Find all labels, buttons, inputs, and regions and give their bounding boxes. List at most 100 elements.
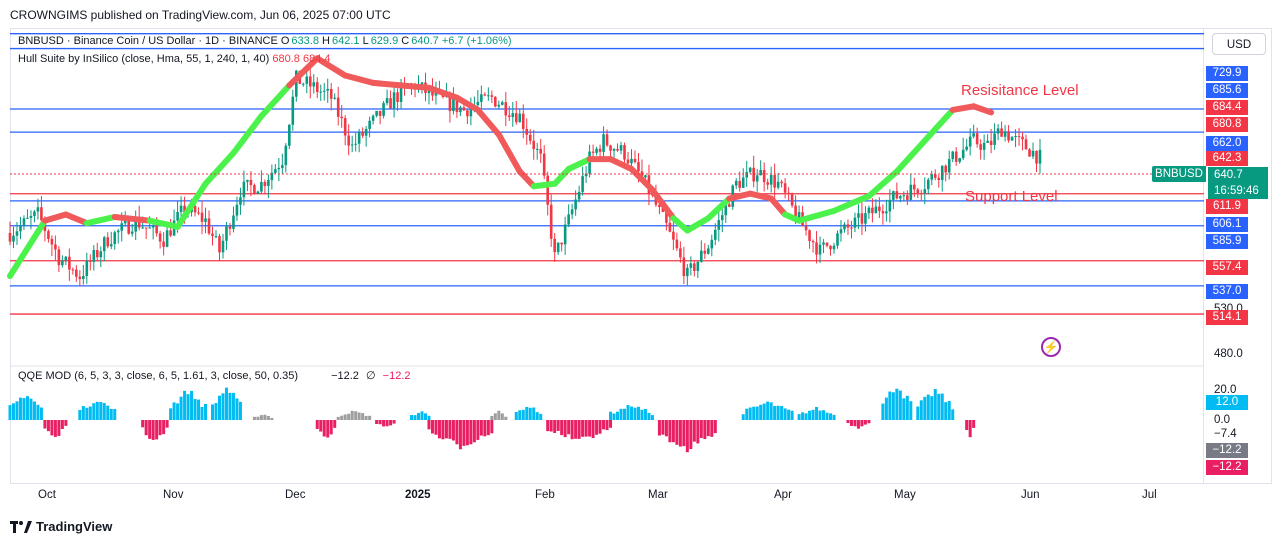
candle-body-198 [700,250,703,262]
qqe-bar-10-120 [427,415,431,420]
candle-body-197 [696,261,700,271]
qqe-legend[interactable]: QQE MOD (6, 5, 3, 3, close, 6, 5, 1.61, … [18,369,411,382]
candle-body-98 [350,144,354,146]
tradingview-logo[interactable]: TradingView [10,519,112,534]
qqe-bar-21-266 [937,393,941,420]
candle-body-177 [626,159,630,164]
candle-body-290 [1021,136,1024,140]
qqe-bar-0-1 [11,403,15,420]
qqe-bar-11-135 [479,420,483,436]
candle-body-149 [528,134,532,141]
candle-body-168 [595,148,598,153]
candle-body-73 [263,181,267,186]
qqe-bar-11-122 [434,420,438,435]
qqe-bar-15-172 [609,411,613,420]
candle-body-1 [12,235,15,242]
candle-body-155 [549,204,553,239]
qqe-bar-21-270 [951,409,955,420]
candle-body-24 [92,250,96,262]
qqe-bar-17-222 [783,408,787,420]
candle-body-242 [853,217,857,228]
qqe-bar-18-227 [801,412,805,420]
candle-body-67 [242,181,246,198]
qqe-histogram [8,387,976,453]
price-label-6: 611.9 [1206,199,1248,214]
candle-body-38 [141,227,144,229]
qqe-bar-17-223 [787,409,791,420]
qqe-bar-16-188 [664,420,668,437]
symbol-legend[interactable]: BNBUSD · Binance Coin / US Dollar · 1D ·… [18,35,512,47]
price-axis[interactable] [1204,28,1272,484]
qqe-bar-12-142 [504,416,508,420]
qqe-bar-11-138 [490,420,494,434]
qqe-bar-15-181 [640,409,644,420]
hull-segment-24 [607,156,635,173]
hull-segment-25 [628,166,656,193]
candle-body-28 [106,237,110,247]
candle-body-132 [469,107,473,117]
currency-button[interactable]: USD [1212,33,1266,55]
candle-body-248 [874,206,878,214]
qqe-bar-11-124 [441,420,445,440]
qqe-bar-2-30 [113,408,117,420]
candle-body-272 [958,158,961,162]
lightning-icon[interactable]: ⚡ [1041,337,1061,357]
candle-body-200 [707,248,710,254]
candle-body-145 [514,113,518,123]
candle-body-4 [22,218,26,226]
qqe-bar-14-156 [553,420,557,433]
qqe-bar-17-215 [759,404,763,420]
hull-legend[interactable]: Hull Suite by InSilico (close, Hma, 55, … [18,53,330,65]
candle-body-48 [176,212,179,221]
candle-body-118 [420,82,424,86]
candle-body-85 [305,76,309,84]
hull-segment-8 [230,113,265,157]
qqe-bar-20-253 [891,392,895,420]
qqe-bar-18-230 [811,409,815,420]
time-label-2: Dec [285,489,306,501]
qqe-bar-3-44 [162,420,166,435]
qqe-bar-16-199 [703,420,707,440]
candle-body-9 [40,207,43,221]
qqe-bar-5-64 [231,392,235,420]
qqe-bar-13-146 [518,410,522,420]
candle-body-11 [47,231,50,239]
candle-body-192 [679,248,682,258]
candle-body-112 [399,85,403,103]
chart-pane[interactable] [10,28,1204,484]
qqe-bar-0-9 [39,407,43,420]
qqe-bar-1-16 [64,420,68,426]
candle-body-187 [661,207,665,212]
candle-body-97 [347,135,350,146]
candle-body-127 [452,98,455,112]
qqe-bar-2-21 [81,406,85,420]
qqe-bar-13-151 [535,412,539,420]
qqe-bar-19-242 [853,420,857,427]
candle-body-160 [567,214,570,225]
candle-body-139 [494,96,497,107]
candle-body-209 [738,180,742,188]
qqe-bar-1-14 [57,420,61,436]
qqe-bar-3-43 [158,420,162,436]
candle-body-101 [361,132,364,136]
time-label-4: Feb [535,489,555,501]
candle-body-276 [972,133,975,137]
candle-body-203 [717,220,721,230]
qqe-value-1: −12.2 [331,370,359,382]
qqe-bar-0-5 [25,396,29,420]
candle-body-235 [829,245,832,250]
qqe-bar-16-186 [657,420,661,436]
qqe-bar-7-93 [333,420,337,428]
resistance-annotation: Resisitance Level [961,82,1079,99]
candle-body-274 [965,146,968,150]
candle-body-130 [462,107,466,111]
close-label: C [401,35,410,47]
candle-body-109 [389,98,392,109]
qqe-bar-1-15 [60,420,64,430]
price-label-1: 685.6 [1206,83,1248,98]
candle-body-264 [930,174,934,180]
hull-segment-0 [7,217,48,280]
qqe-axis-label-2: 0.0 [1214,414,1230,426]
hull-segment-37 [893,137,928,175]
